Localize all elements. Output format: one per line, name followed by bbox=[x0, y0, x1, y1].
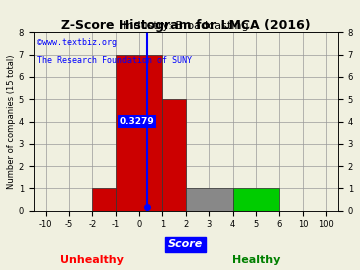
Text: Healthy: Healthy bbox=[232, 255, 280, 265]
Text: Score: Score bbox=[168, 239, 203, 249]
Text: 0.3279: 0.3279 bbox=[119, 117, 154, 126]
Bar bbox=[233, 188, 279, 211]
Title: Z-Score Histogram for LMCA (2016): Z-Score Histogram for LMCA (2016) bbox=[61, 19, 311, 32]
Text: The Research Foundation of SUNY: The Research Foundation of SUNY bbox=[37, 56, 192, 65]
Y-axis label: Number of companies (15 total): Number of companies (15 total) bbox=[7, 54, 16, 189]
Bar bbox=[92, 188, 116, 211]
Text: Unhealthy: Unhealthy bbox=[60, 255, 124, 265]
Text: Industry: Broadcasting: Industry: Broadcasting bbox=[123, 21, 249, 31]
Bar bbox=[186, 188, 233, 211]
Text: ©www.textbiz.org: ©www.textbiz.org bbox=[37, 38, 117, 47]
Bar bbox=[116, 55, 162, 211]
Bar bbox=[162, 99, 186, 211]
